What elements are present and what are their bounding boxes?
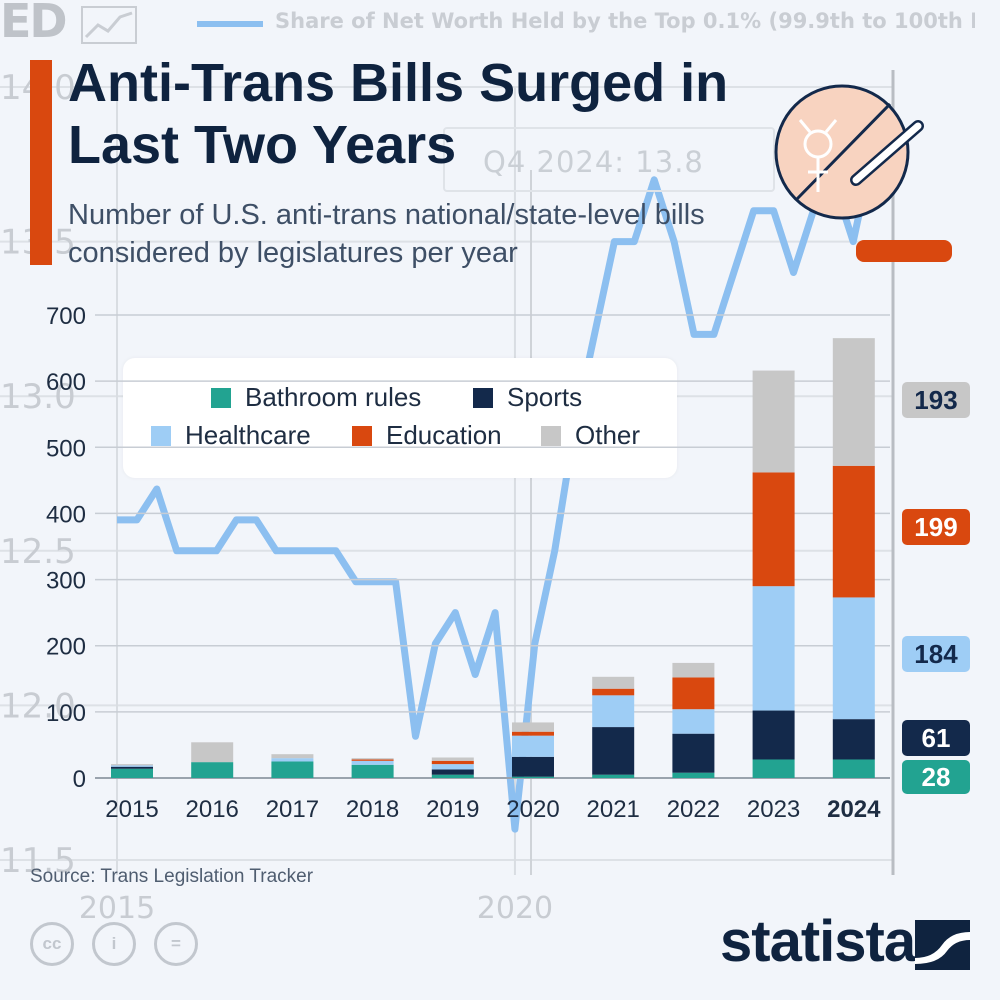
legend-swatch-healthcare (151, 425, 171, 446)
ghost-y-tick-label: 12.5 (0, 532, 76, 572)
fred-tooltip-readout: Q4 2024: 13.8 (443, 127, 775, 192)
legend-label-education: Education (386, 420, 502, 450)
ghost-y-tick-label: 12.0 (0, 686, 76, 726)
title-accent-bar (30, 60, 52, 265)
fred-logo: ED (0, 0, 138, 48)
fred-logo-text: ED (0, 0, 68, 48)
trans-symbol-icon (774, 84, 952, 262)
end-label-education: 199 (902, 509, 970, 545)
no-derivatives-icon[interactable]: = (154, 922, 198, 966)
fred-legend-label: Share of Net Worth Held by the Top 0.1% … (275, 9, 975, 33)
end-label-sports-value: 61 (921, 722, 951, 753)
ghost-x-axis: 2015 2020 (79, 891, 553, 926)
ghost-y-tick-label: 11.5 (0, 841, 76, 881)
ghost-y-tick-label: 13.0 (0, 377, 76, 417)
legend-label-bathroom-rules: Bathroom rules (245, 382, 422, 412)
legend-item-education: Education (352, 420, 502, 451)
legend-label-healthcare: Healthcare (185, 420, 311, 450)
legend-item-other: Other (541, 420, 640, 451)
legend-swatch-bathroom-rules (211, 387, 231, 408)
legend-swatch-other (541, 425, 561, 446)
legend-swatch-sports (473, 387, 493, 408)
cc-icon-text: cc (42, 934, 62, 953)
end-label-bathroom-rules: 28 (902, 760, 970, 794)
chart-subtitle: Number of U.S. anti-trans national/state… (68, 199, 705, 269)
fred-graph-icon (80, 5, 137, 44)
end-label-other-value: 193 (914, 384, 958, 415)
end-label-healthcare: 184 (902, 636, 970, 672)
end-label-other: 193 (902, 382, 970, 418)
end-label-healthcare-value: 184 (914, 638, 958, 669)
source-note: Source: Trans Legislation Tracker (30, 866, 314, 887)
attribution-icon[interactable]: i (92, 922, 136, 966)
legend-swatch-education (352, 425, 372, 446)
no-derivatives-icon-text: = (171, 934, 181, 953)
legend-label-sports: Sports (507, 382, 583, 412)
fred-legend-line-icon (197, 21, 263, 27)
statista-logo-icon (915, 920, 970, 970)
legend-item-sports: Sports (473, 382, 582, 413)
legend-item-bathroom-rules: Bathroom rules (211, 382, 421, 413)
ghost-series-line (117, 145, 893, 833)
legend-item-healthcare: Healthcare (151, 420, 311, 451)
statista-logo-text[interactable]: statista (720, 909, 916, 974)
end-label-education-value: 199 (914, 511, 958, 542)
ghost-x-tick-label: 2020 (477, 891, 553, 926)
legend-label-other: Other (575, 420, 641, 450)
end-label-sports: 61 (902, 720, 970, 756)
chart-legend: Bathroom rules Sports Healthcare Educati… (123, 358, 677, 478)
chart-title: Anti-Trans Bills Surged in Last Two Year… (68, 53, 729, 175)
creative-commons-icon[interactable]: cc (30, 922, 74, 966)
attribution-icon-text: i (111, 934, 117, 953)
end-label-bathroom-rules-value: 28 (921, 761, 951, 792)
ghost-x-tick-label: 2015 (79, 891, 155, 926)
